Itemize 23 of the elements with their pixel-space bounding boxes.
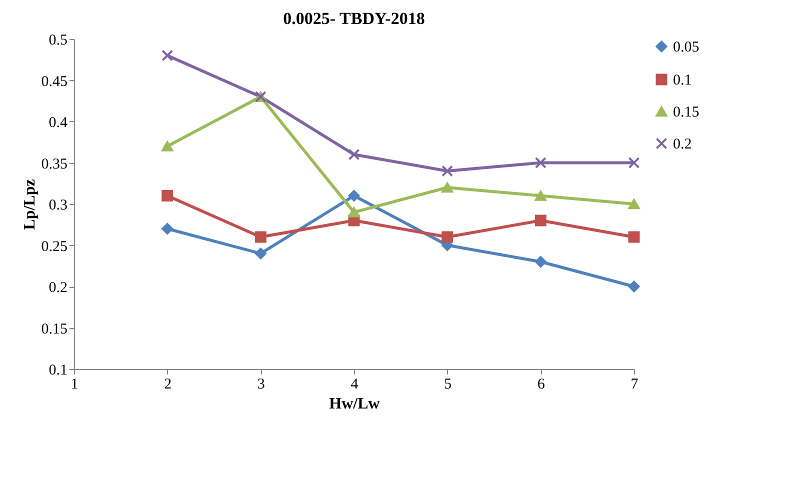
- legend-label: 0.2: [673, 136, 692, 152]
- y-axis-title: Lp/Lpz: [21, 179, 38, 230]
- x-tick-label: 6: [537, 376, 546, 392]
- y-tick-label: 0.5: [48, 32, 68, 48]
- x-tick-label: 3: [257, 376, 265, 392]
- x-tick-label: 5: [444, 376, 452, 392]
- x-tick-label: 1: [70, 376, 78, 392]
- legend-label: 0.05: [673, 40, 700, 56]
- legend-label: 0.15: [673, 104, 700, 120]
- y-tick-label: 0.2: [48, 280, 68, 296]
- x-tick-label: 7: [630, 376, 639, 392]
- y-tick-label: 0.4: [48, 115, 68, 131]
- y-tick-label: 0.1: [48, 362, 68, 378]
- y-tick-label: 0.3: [48, 198, 68, 214]
- chart-title: 0.0025- TBDY-2018: [283, 9, 425, 28]
- x-axis-title: Hw/Lw: [329, 396, 380, 412]
- x-tick-label: 2: [164, 376, 172, 392]
- legend-label: 0.1: [673, 72, 692, 88]
- y-tick-label: 0.35: [41, 156, 68, 172]
- y-tick-label: 0.45: [41, 74, 68, 90]
- y-tick-label: 0.25: [41, 238, 68, 255]
- y-tick-label: 0.15: [41, 321, 68, 338]
- x-tick-label: 4: [350, 376, 359, 392]
